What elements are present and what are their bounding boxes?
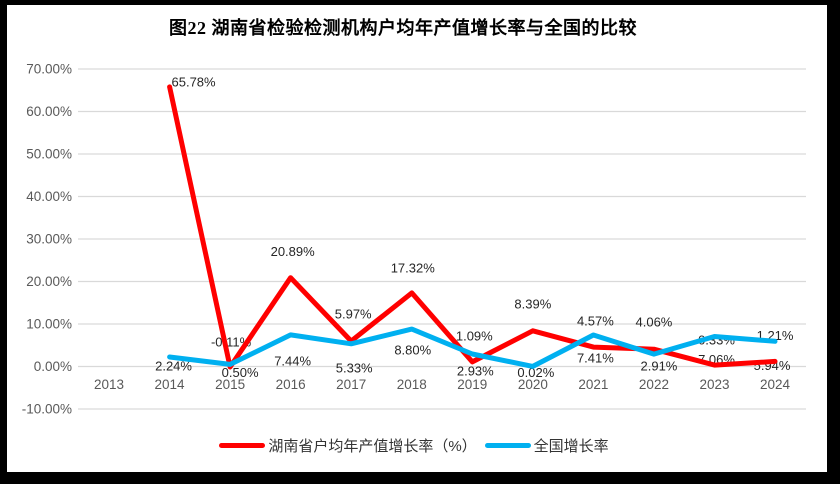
data-label-hunan: 20.89% [271, 244, 316, 259]
data-label-hunan: -0.11% [211, 334, 252, 349]
legend-item-hunan: 湖南省户均年产值增长率（%） [219, 435, 477, 456]
y-axis-tick-label: 40.00% [26, 189, 72, 204]
x-axis-tick-label: 2020 [518, 377, 548, 392]
x-axis-tick-label: 2019 [457, 377, 487, 392]
y-axis-tick-label: 20.00% [26, 274, 72, 289]
data-label-national: 5.33% [336, 360, 373, 375]
y-axis-tick-label: -10.00% [22, 402, 72, 417]
data-label-national: 2.93% [457, 364, 494, 379]
legend-line-swatch-national [484, 442, 531, 448]
legend-line-swatch-hunan [219, 442, 266, 448]
frame-border-top [0, 0, 840, 5]
data-label-national: 7.41% [577, 351, 614, 366]
chart-title: 图22 湖南省检验检测机构户均年产值增长率与全国的比较 [169, 18, 637, 38]
series-line-hunan [167, 84, 778, 370]
x-axis-tick-label: 2018 [397, 377, 427, 392]
data-label-hunan: 17.32% [391, 260, 436, 275]
frame-border-right [827, 0, 840, 484]
series-line-national [167, 326, 778, 369]
y-axis-tick-label: 10.00% [26, 317, 72, 332]
data-label-hunan: 65.78% [172, 74, 217, 89]
legend-item-national: 全国增长率 [484, 435, 609, 456]
data-label-national: 0.50% [222, 365, 259, 380]
y-axis-tick-label: 30.00% [26, 232, 72, 247]
x-axis-tick-label: 2015 [215, 377, 245, 392]
y-axis-tick-label: 70.00% [26, 62, 72, 77]
data-label-hunan: 4.06% [636, 315, 673, 330]
frame-border-bottom [0, 472, 840, 484]
x-axis-tick-label: 2017 [336, 377, 366, 392]
data-label-hunan: 1.09% [456, 328, 493, 343]
legend-label-national: 全国增长率 [533, 437, 609, 455]
y-axis-tick-label: 0.00% [34, 359, 72, 374]
x-axis-tick-label: 2023 [699, 377, 729, 392]
data-label-national: 2.24% [155, 358, 192, 373]
x-axis-tick-label: 2022 [639, 377, 669, 392]
data-label-hunan: 4.57% [577, 314, 614, 329]
data-label-national: 8.80% [394, 343, 431, 358]
data-label-national: 2.91% [641, 359, 678, 374]
chart-legend: 湖南省户均年产值增长率（%） 全国增长率 [0, 435, 828, 455]
data-label-hunan: 5.97% [335, 307, 372, 322]
data-label-national: 0.02% [517, 365, 554, 380]
data-label-national: 7.44% [274, 353, 311, 368]
x-axis-tick-label: 2013 [94, 377, 124, 392]
legend-label-hunan: 湖南省户均年产值增长率（%） [268, 437, 477, 455]
y-axis-tick-label: 50.00% [26, 147, 72, 162]
frame-border-left [0, 0, 7, 484]
data-label-hunan: 8.39% [514, 296, 551, 311]
x-axis-tick-label: 2024 [760, 377, 791, 392]
x-axis-tick-label: 2016 [276, 377, 306, 392]
y-axis-tick-label: 60.00% [26, 104, 72, 119]
x-axis-tick-label: 2021 [578, 377, 608, 392]
x-axis-tick-label: 2014 [155, 377, 186, 392]
